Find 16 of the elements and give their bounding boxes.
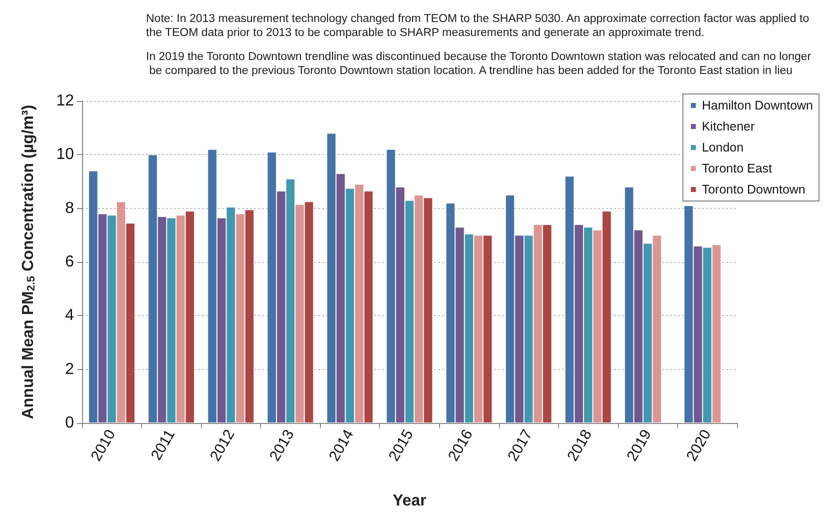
text: Note: In 2013 measurement technology changed from TEOM to the SHARP 5030. An approximate correction factor was applied to the TEOM data prior to 2013 to be comparable to SHARP measurements and generate an approximate trend. xyxy=(146,13,812,39)
y-tick-label: 0 xyxy=(65,414,74,432)
y-tick-label: 8 xyxy=(65,200,74,217)
legend-label: Hamilton Downtown xyxy=(702,98,814,112)
legend-label: London xyxy=(702,140,744,154)
legend-label: Toronto East xyxy=(702,162,773,176)
text: In 2019 the Toronto Downtown trendline was discontinued because the Toronto Downtown station was relocated and can no longer be compared to the previous Toronto Downtown station location. A trendline has been added for the Toronto East station in lieu xyxy=(146,51,812,77)
y-tick-label: 12 xyxy=(56,92,74,110)
legend-label: Kitchener xyxy=(702,120,755,134)
y-tick-label: 4 xyxy=(65,307,74,324)
legend-label: Toronto Downtown xyxy=(702,182,806,196)
y-tick-label: 6 xyxy=(65,254,74,270)
y-axis-title: Annual Mean PM2.5 Concentration (µg/m³) xyxy=(20,104,38,420)
y-tick-label: 2 xyxy=(65,360,74,378)
y-tick-label: 10 xyxy=(56,146,74,164)
x-axis-title: Year xyxy=(392,492,426,510)
